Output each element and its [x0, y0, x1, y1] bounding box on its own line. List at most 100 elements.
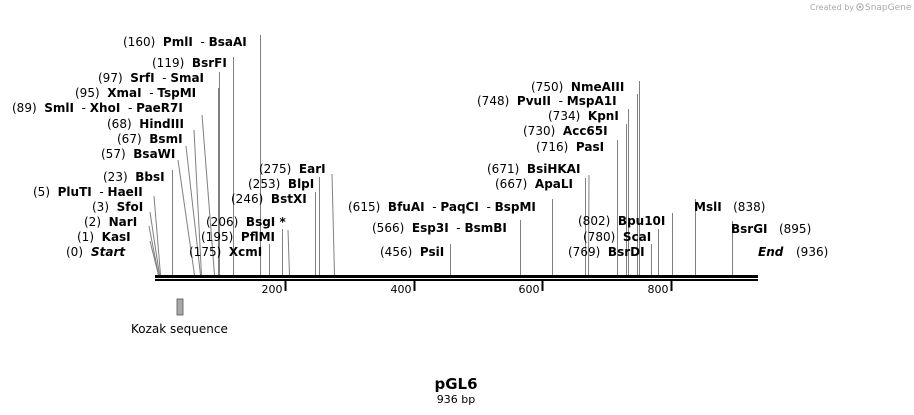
site-label-bsrfi[interactable]: (119) BsrFI — [152, 56, 227, 70]
enzyme-name-smli: SmlI — [44, 101, 74, 115]
site-line-bsmi — [185, 145, 201, 276]
enzyme-name-bsaai: BsaAI — [209, 35, 247, 49]
site-gap — [580, 109, 588, 123]
site-gap — [280, 177, 288, 191]
credit-brand: SnapGene — [865, 3, 912, 13]
enzyme-name-apali: ApaLI — [535, 177, 573, 191]
start-name: Start — [91, 245, 126, 259]
site-label-kasi[interactable]: (1) KasI — [77, 230, 131, 244]
enzyme-name-xcmi: XcmI — [229, 245, 262, 259]
start-position: (0) — [66, 245, 83, 259]
site-label-esp3i[interactable]: (566) Esp3I - BsmBI — [372, 221, 507, 235]
site-label-bsrgi[interactable]: BsrGI (895) — [731, 222, 811, 236]
enzyme-name-xmai: XmaI — [107, 86, 141, 100]
site-label-msli[interactable]: MslI (838) — [694, 200, 765, 214]
site-label-pflmi[interactable]: (195) PflMI — [201, 230, 275, 244]
site-gap — [155, 35, 163, 49]
site-label-bfuai[interactable]: (615) BfuAI - PaqCI - BspMI — [348, 200, 536, 214]
axis-tick-label-800: 800 — [648, 283, 669, 296]
site-lines — [148, 35, 733, 276]
site-label-bpu10i[interactable]: (802) Bpu10I — [578, 214, 665, 228]
site-gap — [128, 170, 136, 184]
site-label-nari[interactable]: (2) NarI — [84, 215, 137, 229]
site-label-eari[interactable]: (275) EarI — [259, 162, 326, 176]
enzyme-name-xhoi: XhoI — [90, 101, 121, 115]
site-position: (730) — [523, 124, 555, 138]
site-label-pluti[interactable]: (5) PluTI - HaeII — [33, 185, 143, 199]
site-line-sfoi — [149, 211, 160, 276]
site-position: (769) — [568, 245, 600, 259]
site-gap — [768, 222, 779, 236]
enzyme-name-haeii: HaeII — [108, 185, 143, 199]
enzyme-name-kpni: KpnI — [588, 109, 619, 123]
site-position: (275) — [259, 162, 291, 176]
site-separator: - — [193, 35, 209, 49]
site-position: (97) — [98, 71, 123, 85]
enzyme-name-pflmi: PflMI — [241, 230, 275, 244]
site-gap — [610, 214, 618, 228]
kozak-feature-box[interactable] — [176, 298, 184, 316]
site-separator: - — [120, 101, 136, 115]
site-position: (206) — [206, 215, 238, 229]
site-label-scai[interactable]: (780) ScaI — [583, 230, 651, 244]
site-position: (748) — [477, 94, 509, 108]
site-label-sfoi[interactable]: (3) SfoI — [92, 200, 143, 214]
site-separator: - — [425, 200, 441, 214]
site-gap — [123, 71, 131, 85]
site-label-bsawi[interactable]: (57) BsaWI — [101, 147, 175, 161]
site-label-pvuii[interactable]: (748) PvuII - MspA1I — [477, 94, 617, 108]
site-line-bsawi — [177, 159, 195, 276]
site-position: (667) — [495, 177, 527, 191]
site-line-bsgi — [287, 229, 290, 276]
enzyme-name-bsgi: BsgI * — [246, 215, 287, 229]
site-position: (246) — [231, 192, 263, 206]
site-label-acc65i[interactable]: (730) Acc65I — [523, 124, 608, 138]
site-gap — [291, 162, 299, 176]
site-label-pasi[interactable]: (716) PasI — [536, 140, 604, 154]
site-label-blpi[interactable]: (253) BlpI — [248, 177, 314, 191]
enzyme-name-eari: EarI — [299, 162, 326, 176]
site-label-xmai[interactable]: (95) XmaI - TspMI — [75, 86, 196, 100]
site-label-psii[interactable]: (456) PsiI — [380, 245, 444, 259]
site-separator: - — [551, 94, 567, 108]
site-label-pmli[interactable]: (160) PmlI - BsaAI — [123, 35, 247, 49]
site-label-apali[interactable]: (667) ApaLI — [495, 177, 573, 191]
plasmid-length: 936 bp — [437, 393, 475, 406]
site-gap — [50, 185, 58, 199]
site-position: (195) — [201, 230, 233, 244]
site-label-xcmi[interactable]: (175) XcmI — [189, 245, 262, 259]
enzyme-name-paer7i: PaeR7I — [136, 101, 183, 115]
site-separator: - — [74, 101, 90, 115]
site-label-smli[interactable]: (89) SmlI - XhoI - PaeR7I — [12, 101, 183, 115]
site-label-srfi[interactable]: (97) SrfI - SmaI — [98, 71, 204, 85]
site-position: (3) — [92, 200, 109, 214]
feature-label: Kozak sequence — [131, 322, 228, 336]
enzyme-name-bsrfi: BsrFI — [192, 56, 227, 70]
enzyme-name-pasi: PasI — [576, 140, 604, 154]
site-label-bsgi[interactable]: (206) BsgI * — [206, 215, 286, 229]
enzyme-name-bsmi: BsmI — [149, 132, 182, 146]
site-position: (671) — [487, 162, 519, 176]
enzyme-name-bsawi: BsaWI — [133, 147, 175, 161]
site-label-nmeaiii[interactable]: (750) NmeAIII — [531, 80, 624, 94]
enzyme-name-bbsi: BbsI — [135, 170, 164, 184]
site-label-bsrdi[interactable]: (769) BsrDI — [568, 245, 645, 259]
site-label-hindiii[interactable]: (68) HindIII — [107, 117, 184, 131]
enzyme-name-pluti: PluTI — [58, 185, 92, 199]
start-label: (0) Start — [66, 245, 126, 259]
site-label-kpni[interactable]: (734) KpnI — [548, 109, 619, 123]
enzyme-name-mspa1i: MspA1I — [567, 94, 617, 108]
site-position: (57) — [101, 147, 126, 161]
site-position: (95) — [75, 86, 100, 100]
site-separator: - — [449, 221, 465, 235]
enzyme-name-nmeaiii: NmeAIII — [571, 80, 624, 94]
site-label-bsihkai[interactable]: (671) BsiHKAI — [487, 162, 580, 176]
site-position: (456) — [380, 245, 412, 259]
site-separator: - — [142, 86, 158, 100]
site-label-bstxi[interactable]: (246) BstXI — [231, 192, 307, 206]
site-position: (734) — [548, 109, 580, 123]
site-label-bsmi[interactable]: (67) BsmI — [117, 132, 183, 146]
enzyme-name-tspmi: TspMI — [157, 86, 196, 100]
site-label-bbsi[interactable]: (23) BbsI — [103, 170, 165, 184]
